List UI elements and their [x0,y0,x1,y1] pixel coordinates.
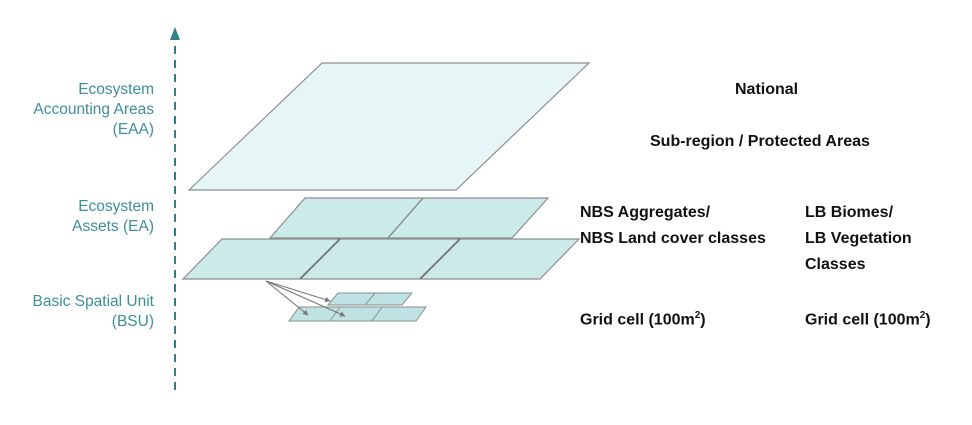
ea-back-plane [268,197,550,239]
lb-label-line3: Classes [805,256,866,273]
grid-cell-lb-label: Grid cell (100m2) [805,303,931,333]
bsu-label: Basic Spatial Unit (BSU) [0,292,154,332]
nbs-label: NBS Aggregates/ NBS Land cover classes [580,200,766,252]
bsu-label-line1: Basic Spatial Unit [32,293,154,310]
subregion-label: Sub-region / Protected Areas [650,133,870,150]
ea-label: Ecosystem Assets (EA) [0,197,154,237]
grid-cell-nbs-close: ) [700,311,706,329]
lb-label-line1: LB Biomes/ [805,204,894,221]
grid-cell-nbs-sup: 2 [694,310,701,321]
ea-label-line2: Assets (EA) [72,218,154,235]
grid-cell-nbs-text: Grid cell (100m [580,311,695,329]
grid-cell-lb-close: ) [925,311,931,329]
eaa-label-line1: Ecosystem [78,81,154,98]
eaa-label: Ecosystem Accounting Areas (EAA) [0,80,154,140]
ea-front-plane [181,238,581,280]
eaa-plane [187,62,591,191]
eaa-label-line3: (EAA) [112,121,154,138]
grid-cell-lb-text: Grid cell (100m [805,311,920,329]
lb-label: LB Biomes/ LB Vegetation Classes [805,200,912,278]
lb-label-line2: LB Vegetation [805,230,912,247]
bsu-label-line2: (BSU) [111,313,154,330]
bsu-cells-front [288,306,427,322]
eaa-label-line2: Accounting Areas [33,101,154,118]
grid-cell-lb-sup: 2 [919,310,926,321]
axis-arrowhead [170,27,180,40]
nbs-label-line2: NBS Land cover classes [580,230,766,247]
ea-label-line1: Ecosystem [78,198,154,215]
national-label: National [735,81,799,98]
nbs-label-line1: NBS Aggregates/ [580,204,711,221]
bsu-arrows [265,280,346,317]
grid-cell-nbs-label: Grid cell (100m2) [580,303,706,333]
bsu-cells-back [326,292,414,306]
